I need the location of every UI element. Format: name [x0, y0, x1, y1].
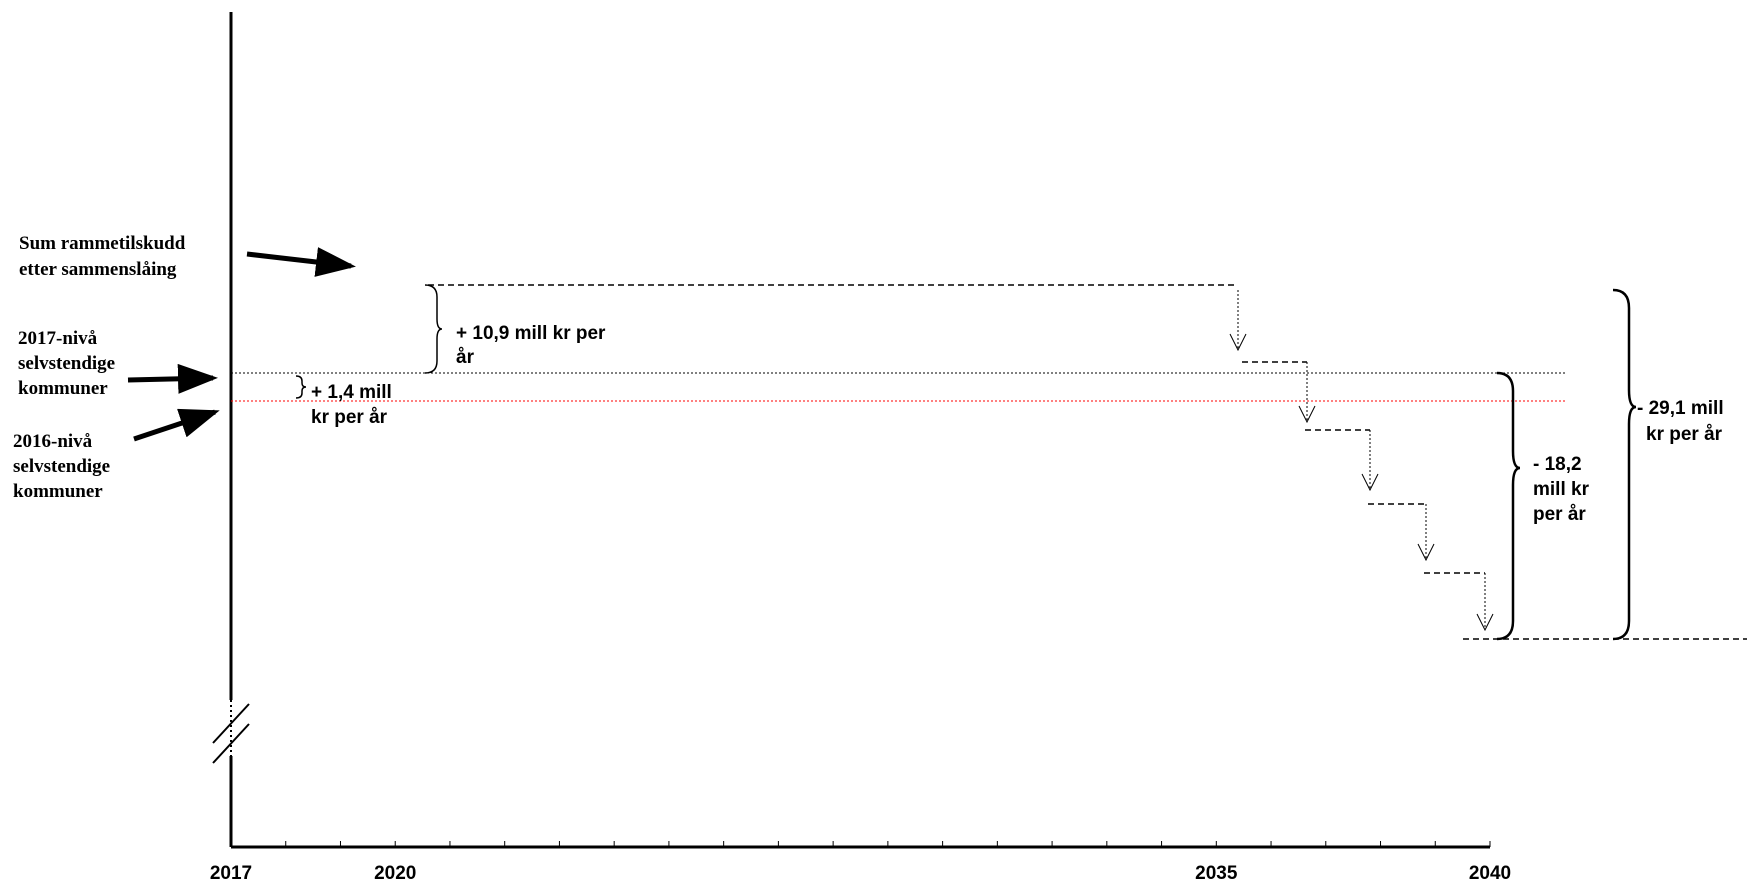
phase-out-staircase [1229, 290, 1747, 640]
label-2016-line-1: 2016-nivå [13, 431, 93, 452]
x-axis-ticks [230, 841, 1491, 847]
label-2016-line-2: selvstendige [13, 456, 110, 477]
annotation-minus-18-2-line-3: per år [1533, 504, 1586, 525]
x-tick-label-2020: 2020 [374, 863, 416, 884]
axis-break-mark-2 [212, 723, 250, 764]
x-tick-label-2035: 2035 [1195, 863, 1238, 884]
x-tick-label-2017: 2017 [210, 863, 252, 884]
label-sum-rammetilskudd: Sum rammetilskudd etter sammenslåing [19, 233, 190, 280]
annotation-plus-1-4-line-2: kr per år [311, 407, 388, 428]
label-sum-line-1: Sum rammetilskudd [19, 233, 186, 254]
annotation-minus-18-2-line-2: mill kr [1533, 479, 1590, 500]
x-axis-tick-labels: 2017 2020 2035 2040 [210, 863, 1511, 884]
brace-plus-10-9 [424, 284, 443, 374]
arrow-level-2017 [127, 363, 218, 394]
brace-plus-1-4 [295, 375, 307, 399]
annotation-plus-1-4: + 1,4 mill kr per år [311, 382, 397, 428]
label-2017-line-3: kommuner [18, 378, 108, 399]
annotation-plus-10-9-line-2: år [456, 347, 475, 368]
annotation-minus-29-1-line-2: kr per år [1646, 424, 1723, 445]
label-2017-line-2: selvstendige [18, 353, 115, 374]
annotation-minus-18-2-line-1: - 18,2 [1533, 454, 1582, 475]
label-level-2017: 2017-nivå selvstendige kommuner [18, 328, 120, 399]
annotation-minus-29-1-line-1: - 29,1 mill [1637, 398, 1724, 419]
axis-break-mark-1 [212, 703, 250, 744]
annotation-plus-1-4-line-1: + 1,4 mill [311, 382, 392, 403]
arrow-level-2016 [133, 408, 220, 442]
label-sum-line-2: etter sammenslåing [19, 259, 177, 280]
annotation-minus-29-1: - 29,1 mill kr per år [1637, 398, 1729, 445]
brace-minus-29-1 [1612, 288, 1637, 641]
annotation-minus-18-2: - 18,2 mill kr per år [1533, 454, 1594, 525]
label-2017-line-1: 2017-nivå [18, 328, 98, 349]
arrow-sum-rammetilskudd [246, 247, 356, 277]
label-2016-line-3: kommuner [13, 481, 103, 502]
annotation-plus-10-9-line-1: + 10,9 mill kr per [456, 323, 606, 344]
label-level-2016: 2016-nivå selvstendige kommuner [13, 431, 115, 502]
x-tick-label-2040: 2040 [1469, 863, 1511, 884]
annotation-plus-10-9: + 10,9 mill kr per år [456, 323, 611, 368]
brace-minus-18-2 [1496, 371, 1521, 641]
